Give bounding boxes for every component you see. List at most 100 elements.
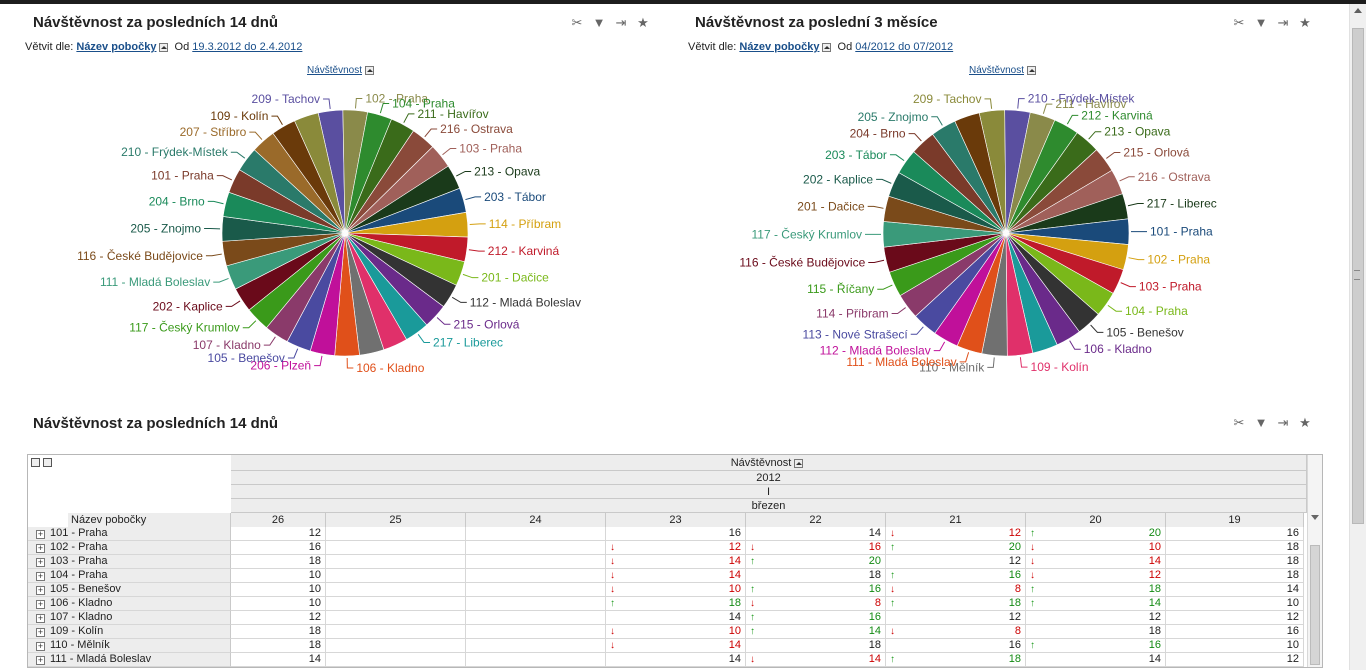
expand-all-icon[interactable] [31,458,40,467]
row-dimension-header[interactable]: Název pobočky [68,513,231,527]
trend-up-icon: ↑ [1030,584,1035,595]
pie-slice-label: 102 - Praha [1147,253,1210,267]
expand-row-icon[interactable]: + [36,599,45,609]
year-header[interactable]: 2012 [231,471,1307,485]
column-header[interactable]: 19 [1166,513,1304,527]
row-label: +105 - Benešov [28,583,231,597]
table-cell: ↓ 8 [746,597,886,611]
column-header[interactable]: 26 [231,513,326,527]
measure-name[interactable]: Návštěvnost [307,65,363,76]
pie-leader-line [1042,103,1053,114]
table-cell: ↓ 8 [886,625,1026,639]
table-row: +107 - Kladno 12 14 ↑ 16 12 12 12 [28,611,1322,625]
column-header[interactable]: 20 [1026,513,1166,527]
trend-up-icon: ↑ [1030,640,1035,651]
expand-row-icon[interactable]: + [36,655,45,665]
table-row: +104 - Praha 10 ↓ 14 18 ↑ 16 ↓ 12 18 [28,569,1322,583]
panel-title-3-months: Návštěvnost za poslední 3 měsíce [695,14,938,31]
scroll-up-icon[interactable] [1354,8,1362,13]
panel-title-pivot: Návštěvnost za posledních 14 dnů [33,415,279,432]
quarter-header[interactable]: I [231,485,1307,499]
column-header[interactable]: 22 [746,513,886,527]
column-header[interactable]: 24 [466,513,606,527]
export-icon[interactable]: ⇥ [615,15,627,30]
row-label: +101 - Praha [28,527,231,541]
date-range-link[interactable]: 04/2012 do 07/2012 [855,41,954,53]
scroll-thumb[interactable] [1352,28,1364,524]
collapse-icon[interactable] [159,42,169,52]
collapse-icon[interactable] [822,42,832,52]
collapse-icon[interactable] [794,458,804,468]
pie-leader-line [1127,203,1144,207]
date-range-link[interactable]: 19.3.2012 do 2.4.2012 [192,41,303,53]
collapse-icon[interactable] [365,65,375,75]
pie-slice[interactable] [954,112,1007,234]
tools-icon[interactable]: ✂ [571,15,583,30]
pie-leader-line [984,98,993,109]
pie-slice-label: 203 - Tábor [825,148,887,162]
branch-dimension-link[interactable]: Název pobočky [76,41,157,53]
pie-slice-label: 201 - Dačice [481,271,549,285]
branch-by-label: Větvit dle: [25,41,74,53]
collapse-all-icon[interactable] [43,458,52,467]
pie-leader-line [876,178,892,184]
expand-row-icon[interactable]: + [36,571,45,581]
tools-icon[interactable]: ✂ [1233,15,1245,30]
trend-down-icon: ↓ [1030,570,1035,581]
filter-icon[interactable]: ▼ [1254,15,1268,30]
table-cell: 16 [606,527,746,541]
pie-slice-label: 111 - Mladá Boleslav [100,275,210,289]
cell-value: 10 [308,583,321,595]
cell-value: 16 [1148,639,1161,651]
expand-row-icon[interactable]: + [36,585,45,595]
tools-icon[interactable]: ✂ [1233,415,1245,430]
trend-down-icon: ↓ [610,556,615,567]
column-header[interactable]: 25 [326,513,466,527]
table-cell: 18 [231,555,326,569]
month-header[interactable]: březen [231,499,1307,513]
trend-down-icon: ↓ [610,570,615,581]
filter-icon[interactable]: ▼ [1254,415,1268,430]
measure-name[interactable]: Návštěvnost [969,65,1025,76]
pivot-scrollbar[interactable] [1307,455,1322,667]
pie-leader-line [323,98,331,109]
pie-slice-label: 107 - Kladno [193,338,261,352]
trend-up-icon: ↑ [750,584,755,595]
measure-link: Návštěvnost [307,65,377,76]
expand-row-icon[interactable]: + [36,543,45,553]
table-cell: ↑ 20 [886,541,1026,555]
collapse-icon[interactable] [1027,65,1037,75]
branch-dimension-link[interactable]: Název pobočky [739,41,820,53]
pie-leader-line [867,205,884,209]
export-icon[interactable]: ⇥ [1277,15,1289,30]
scroll-thumb[interactable] [1310,545,1320,665]
trend-down-icon: ↓ [610,640,615,651]
scroll-down-icon[interactable] [1311,515,1319,520]
pie-slice-label: 116 - České Budějovice [739,254,865,269]
expand-row-icon[interactable]: + [36,627,45,637]
favorite-star-icon[interactable]: ★ [1299,415,1311,430]
favorite-star-icon[interactable]: ★ [637,15,649,30]
filter-icon[interactable]: ▼ [592,15,606,30]
pie-leader-line [1090,324,1104,333]
pie-slice[interactable] [294,112,346,234]
pie-leader-line [225,300,241,307]
cell-value: 16 [1008,639,1021,651]
favorite-star-icon[interactable]: ★ [1299,15,1311,30]
trend-down-icon: ↓ [610,542,615,553]
column-header[interactable]: 23 [606,513,746,527]
expand-row-icon[interactable]: + [36,613,45,623]
pie-leader-line [442,148,457,156]
pie-slice-label: 111 - Mladá Boleslav [846,355,956,369]
expand-row-icon[interactable]: + [36,557,45,567]
expand-row-icon[interactable]: + [36,529,45,539]
table-cell [326,583,466,597]
measure-header-label[interactable]: Návštěvnost [730,457,792,469]
table-cell [326,527,466,541]
column-header[interactable]: 21 [886,513,1026,527]
table-cell: ↑ 18 [886,597,1026,611]
export-icon[interactable]: ⇥ [1277,415,1289,430]
page-scrollbar[interactable] [1349,4,1366,670]
expand-row-icon[interactable]: + [36,641,45,651]
